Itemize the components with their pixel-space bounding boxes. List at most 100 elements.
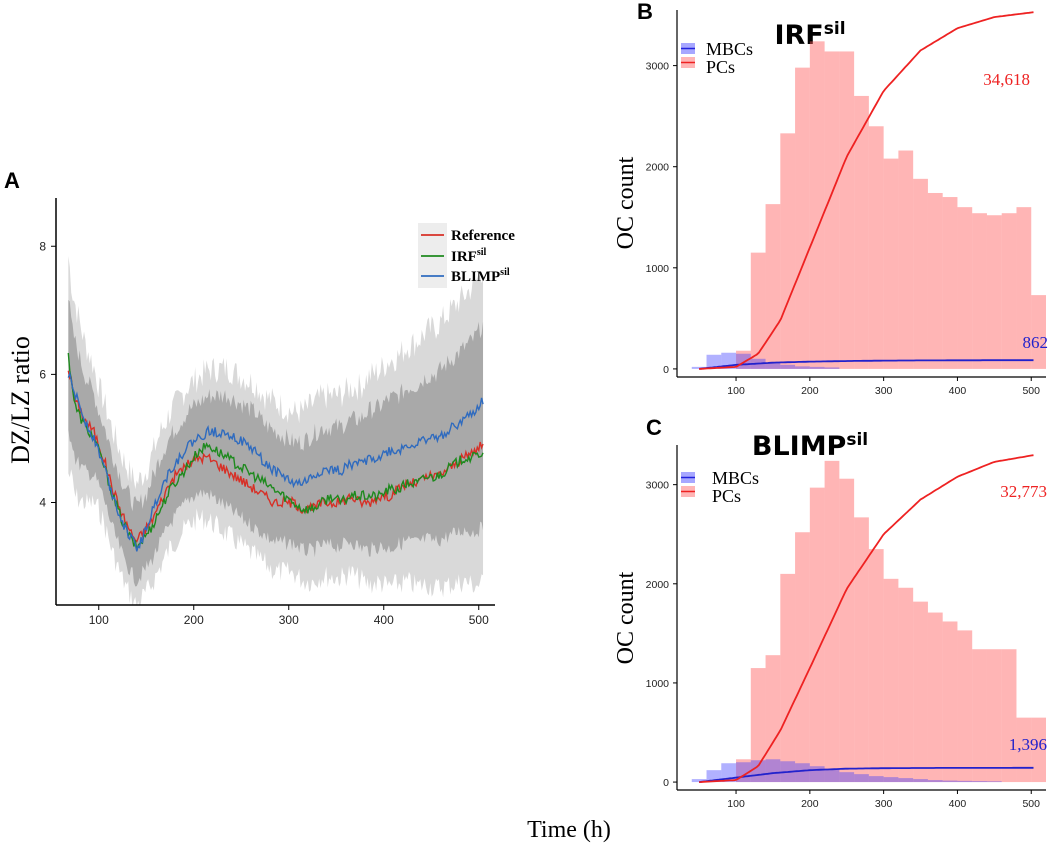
mbcs-total-label: 1,396 [1009,735,1047,754]
x-tick-label: 400 [949,385,967,397]
bar-pcs [957,630,973,783]
bar-pcs [898,150,914,369]
panel-letter-c: C [646,415,662,440]
panel-c: C BLIMPsil 100 200 300 400 5000100020003000 … [613,415,1047,810]
bar-pcs [927,192,943,369]
bar-mbcs [986,781,1002,783]
bar-pcs [942,197,958,369]
bar-pcs [750,668,766,783]
legend-item-irf: IRFsil [421,247,487,265]
legend-label-blimp-sup: sil [500,267,510,278]
legend-item-blimp: BLIMPsil [421,267,510,285]
histogram-bars [691,41,1046,369]
bar-pcs [972,213,987,369]
legend-label-mbcs: MBCs [706,39,753,59]
panel-b: B IRFsil 100 200 300 400 500 0 1000 2000 3000 OC… [613,0,1048,397]
bar-pcs [780,133,796,369]
y-axis-label: DZ/LZ ratio [6,336,35,464]
panel-c-title-sup: sil [846,430,868,450]
cumulative-curves [699,11,1034,370]
y-tick-label: 2000 [646,162,670,174]
y-axis-label: OC count [613,156,639,249]
panel-letter-a: A [4,168,20,193]
bar-pcs [986,215,1002,369]
bar-mbcs [750,760,766,783]
bar-pcs [868,126,884,369]
confidence-bands [68,256,484,605]
bar-pcs [854,517,869,783]
x-tick-label: 200 [801,385,819,397]
bar-pcs [839,51,855,369]
histogram-bars [691,460,1046,783]
legend-label-mbcs: MBCs [712,468,759,488]
bar-pcs [883,158,899,369]
inner-confidence-band [68,299,484,587]
bar-pcs [913,178,928,369]
bar-pcs [883,578,899,783]
bar-mbcs [780,364,796,369]
x-tick-label: 300 [279,613,299,627]
x-tick-label: 300 [875,798,893,810]
legend-item-reference: Reference [421,228,515,244]
bar-pcs [1031,295,1046,369]
bar-pcs [839,478,855,783]
bar-mbcs [795,366,810,369]
axis-ticks: 100 200 300 400 500 0 1000 2000 3000 [646,61,1041,397]
y-tick-label: 3000 [646,61,670,73]
x-tick-label: 300 [875,385,893,397]
legend-label-irf: IRFsil [451,247,487,265]
series-line-blimp [67,370,484,552]
bar-mbcs [691,366,707,369]
legend-label-pcs: PCs [712,486,741,506]
legend-item-pcs: PCs [681,486,741,506]
bar-mbcs [883,777,899,783]
bar-pcs [795,67,810,369]
pcs-total-label: 34,618 [983,70,1030,89]
bar-pcs [913,601,928,783]
bar-mbcs [972,781,987,783]
bar-pcs [1001,649,1017,783]
bar-mbcs [706,354,722,369]
y-tick-label: 1000 [646,263,670,275]
legend-label-blimp: BLIMPsil [451,267,510,285]
bar-pcs [868,549,884,783]
axis-ticks: 100 200 300 400 500 0 1000 2000 3000 [646,480,1041,810]
bar-pcs [765,655,781,783]
y-axis-label: OC count [613,571,639,664]
bar-pcs [957,207,973,369]
panel-b-title: IRFsil [774,19,845,51]
bar-mbcs [839,772,855,783]
cumulative-curve-mbcs [698,766,1034,783]
y-tick-label: 8 [39,239,46,253]
bar-pcs [765,204,781,369]
bar-pcs [1031,717,1046,783]
bar-mbcs [824,769,840,783]
bar-pcs [809,41,825,369]
bar-pcs [927,612,943,783]
x-tick-label: 200 [801,798,819,810]
bar-mbcs [898,778,914,783]
x-tick-label: 400 [374,613,394,627]
bar-pcs [780,573,796,783]
bar-mbcs [765,362,781,369]
legend: MBCs PCs [681,39,753,77]
x-tick-label: 200 [184,613,204,627]
bar-mbcs [809,766,825,783]
legend-item-mbcs: MBCs [681,39,753,59]
x-tick-label: 100 [89,613,109,627]
bar-pcs [809,487,825,783]
y-tick-label: 6 [39,367,46,381]
bar-pcs [942,621,958,783]
cumulative-curve-pcs [699,11,1034,370]
panel-c-title-base: BLIMP [752,431,847,462]
cumulative-curves [698,454,1034,783]
bar-pcs [854,95,869,369]
bar-mbcs [706,770,722,783]
bar-pcs [1001,213,1017,369]
y-tick-label: 0 [663,777,669,789]
axis-ticks: 100 200 300 400 500 4 6 8 [39,239,489,627]
bar-pcs [1016,207,1032,369]
legend-label-blimp-base: BLIMP [451,269,500,285]
bar-mbcs [824,367,840,369]
